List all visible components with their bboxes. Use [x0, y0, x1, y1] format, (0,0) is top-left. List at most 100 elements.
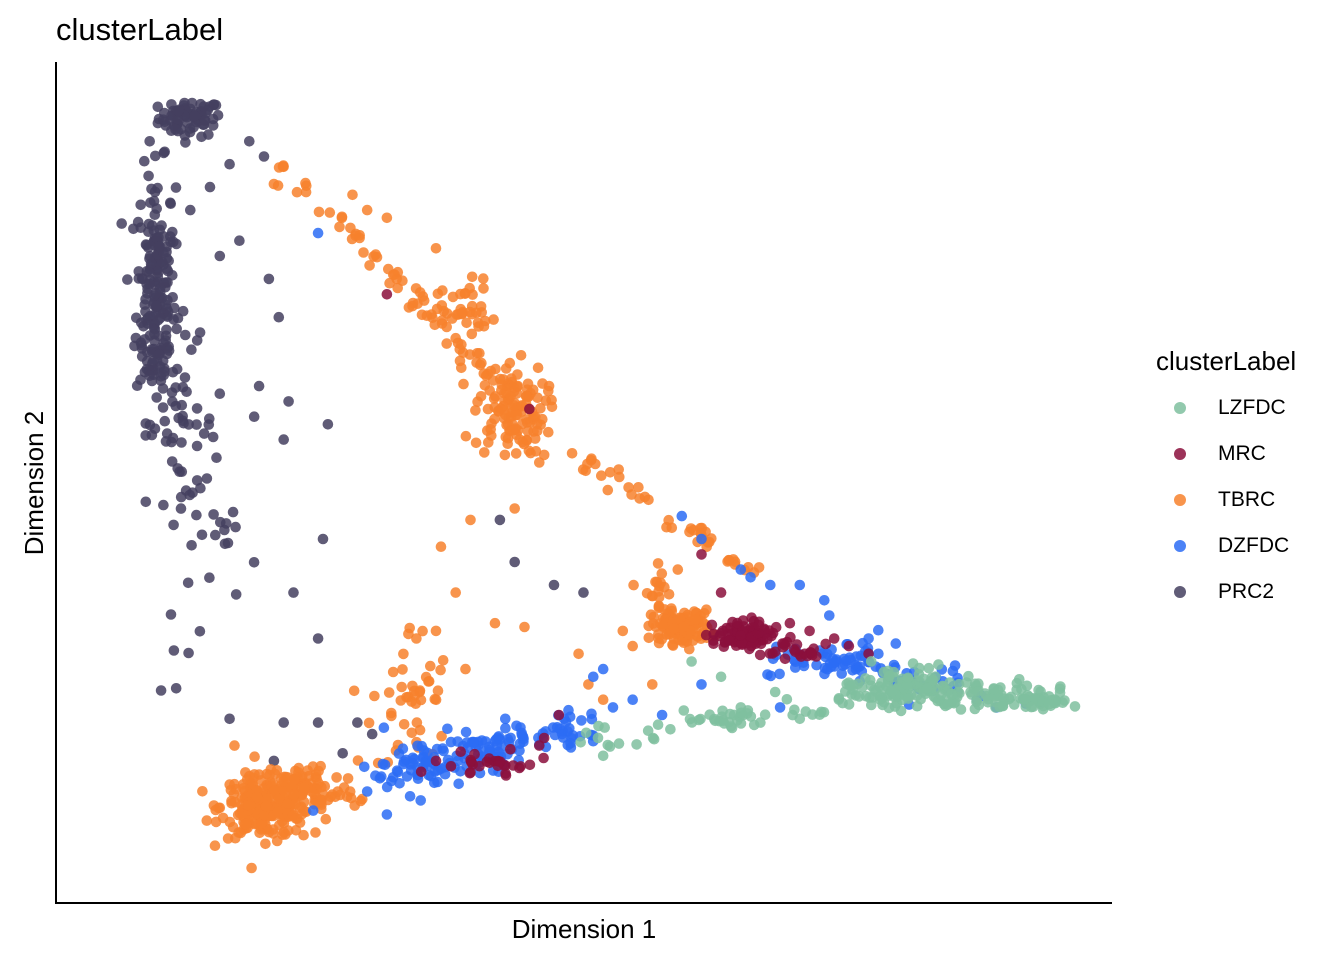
point-lzfdc — [769, 686, 781, 698]
point-tbrc — [456, 362, 467, 374]
point-tbrc — [596, 470, 607, 482]
point-tbrc — [391, 273, 403, 285]
point-prc2 — [171, 323, 182, 335]
point-dzfdc — [676, 510, 688, 522]
point-prc2 — [230, 589, 242, 600]
point-tbrc — [499, 449, 511, 461]
point-lzfdc — [942, 699, 953, 711]
point-tbrc — [586, 453, 597, 465]
point-dzfdc — [359, 761, 370, 773]
point-tbrc — [650, 576, 661, 588]
point-tbrc — [251, 791, 263, 803]
point-tbrc — [470, 405, 481, 416]
point-tbrc — [646, 590, 658, 602]
point-prc2 — [186, 344, 197, 356]
point-mrc — [524, 403, 535, 415]
point-prc2 — [312, 633, 324, 644]
point-prc2 — [144, 278, 155, 290]
point-prc2 — [168, 519, 179, 531]
y-axis-label: Dimension 2 — [19, 410, 49, 556]
point-tbrc — [466, 328, 478, 340]
point-tbrc — [280, 771, 292, 783]
point-tbrc — [573, 648, 584, 660]
point-prc2 — [168, 314, 179, 325]
point-tbrc — [437, 315, 448, 326]
point-prc2 — [198, 101, 210, 112]
point-tbrc — [617, 625, 629, 637]
point-tbrc — [476, 357, 487, 369]
point-tbrc — [663, 589, 675, 600]
point-prc2 — [204, 413, 215, 425]
point-lzfdc — [847, 679, 859, 691]
point-tbrc — [460, 430, 472, 442]
point-tbrc — [273, 793, 285, 804]
legend-item-dzfdc: DZFDC — [1156, 523, 1296, 569]
point-dzfdc — [819, 595, 830, 606]
point-lzfdc — [593, 720, 604, 732]
point-prc2 — [144, 370, 155, 382]
point-tbrc — [505, 391, 516, 402]
point-lzfdc — [935, 689, 947, 700]
point-tbrc — [313, 206, 325, 218]
point-tbrc — [653, 602, 665, 614]
point-prc2 — [172, 463, 183, 474]
point-dzfdc — [547, 722, 559, 733]
point-tbrc — [666, 522, 678, 534]
point-tbrc — [482, 403, 494, 415]
point-dzfdc — [696, 533, 707, 545]
point-prc2 — [248, 557, 260, 568]
point-prc2 — [146, 183, 157, 195]
point-lzfdc — [725, 721, 737, 732]
point-prc2 — [191, 440, 203, 452]
point-tbrc — [543, 380, 555, 392]
point-dzfdc — [393, 748, 405, 759]
point-lzfdc — [678, 705, 690, 716]
point-tbrc — [446, 313, 458, 324]
point-lzfdc — [953, 678, 965, 690]
point-mrc — [746, 612, 757, 623]
point-tbrc — [498, 374, 509, 385]
point-prc2 — [177, 305, 189, 317]
point-tbrc — [423, 676, 435, 687]
point-dzfdc — [453, 778, 465, 790]
chart-title: clusterLabel — [56, 12, 224, 47]
point-prc2 — [167, 270, 178, 281]
point-prc2 — [157, 402, 169, 413]
point-tbrc — [243, 800, 254, 811]
point-mrc — [534, 740, 545, 751]
point-tbrc — [249, 751, 260, 762]
point-mrc — [804, 625, 815, 637]
point-dzfdc — [476, 735, 488, 746]
point-tbrc — [425, 660, 436, 672]
point-prc2 — [152, 314, 164, 326]
point-tbrc — [341, 791, 353, 802]
point-lzfdc — [1033, 684, 1044, 696]
point-dzfdc — [381, 809, 393, 820]
point-prc2 — [204, 181, 216, 193]
point-tbrc — [667, 639, 678, 651]
point-prc2 — [194, 327, 206, 338]
point-lzfdc — [807, 709, 818, 720]
point-prc2 — [322, 419, 334, 430]
point-prc2 — [144, 136, 155, 147]
point-dzfdc — [696, 679, 707, 690]
point-tbrc — [398, 719, 410, 730]
point-tbrc — [538, 449, 550, 461]
point-prc2 — [122, 274, 133, 285]
point-mrc — [700, 629, 712, 641]
point-lzfdc — [891, 698, 903, 709]
point-tbrc — [240, 818, 252, 830]
point-mrc — [737, 615, 749, 626]
point-prc2 — [172, 113, 183, 125]
point-dzfdc — [824, 610, 835, 621]
point-prc2 — [135, 374, 146, 386]
point-mrc — [430, 755, 442, 767]
point-tbrc — [519, 621, 530, 633]
point-lzfdc — [789, 704, 800, 716]
point-tbrc — [520, 391, 532, 402]
point-prc2 — [140, 294, 151, 305]
point-lzfdc — [888, 666, 900, 678]
point-tbrc — [478, 368, 490, 379]
point-lzfdc — [865, 680, 877, 691]
point-prc2 — [150, 287, 162, 299]
